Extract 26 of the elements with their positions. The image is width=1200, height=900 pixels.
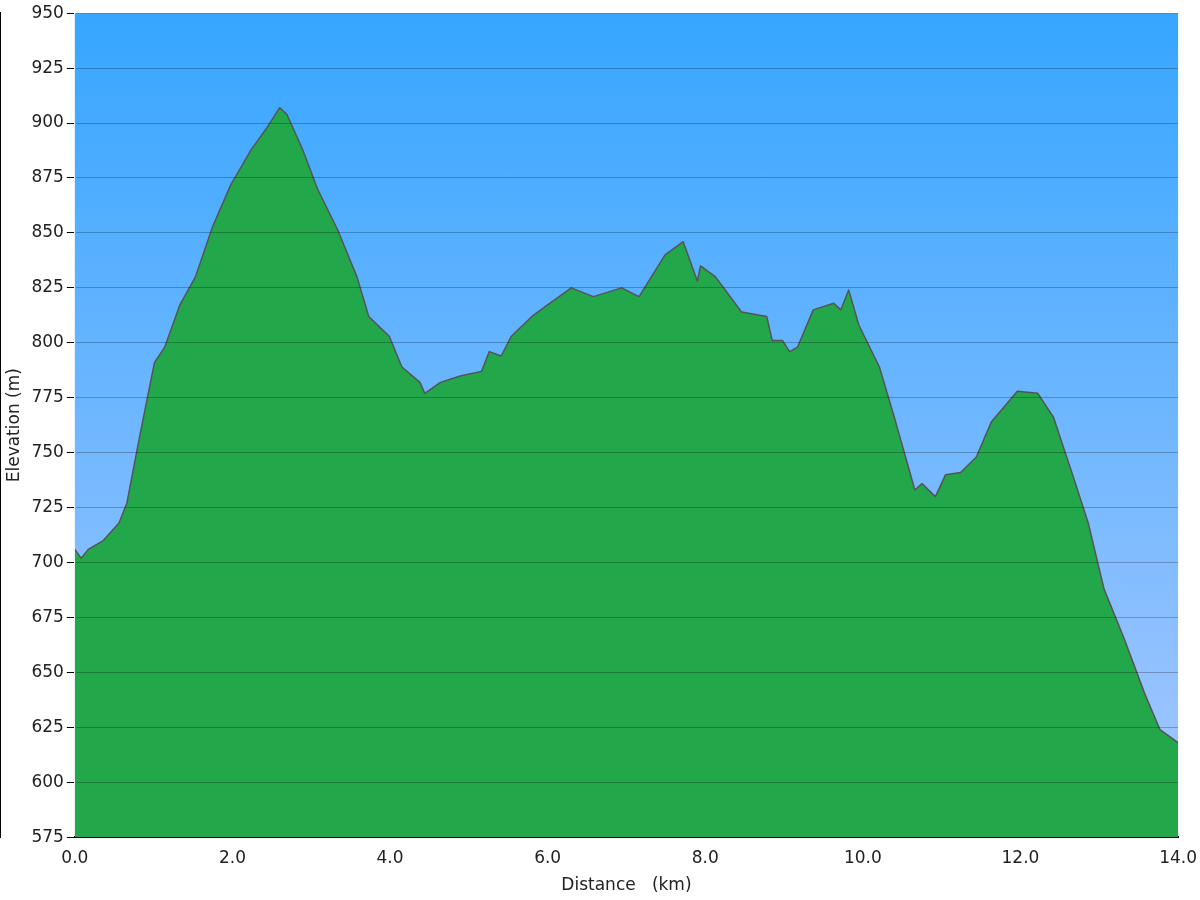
y-tick-label: 725 (31, 496, 64, 517)
y-tick-label: 800 (31, 331, 64, 352)
y-tick-label: 575 (31, 825, 64, 846)
y-tick-label: 900 (31, 111, 64, 132)
y-tick-label: 850 (31, 221, 64, 242)
y-tick-label: 825 (31, 276, 64, 297)
y-tick-label: 875 (31, 166, 64, 187)
x-tick-label: 6.0 (534, 846, 562, 867)
y-tick-label: 600 (31, 770, 64, 791)
x-tick-label: 12.0 (1001, 846, 1040, 867)
x-tick-label: 0.0 (61, 846, 89, 867)
y-tick-label: 925 (31, 56, 64, 77)
y-tick-label: 700 (31, 550, 64, 571)
x-tick-label: 2.0 (218, 846, 246, 867)
x-tick-label: 8.0 (691, 846, 719, 867)
y-tick-label: 775 (31, 386, 64, 407)
x-axis-title: Distance (km) (561, 874, 692, 895)
x-tick-label: 14.0 (1159, 846, 1197, 867)
y-tick-label: 625 (31, 715, 64, 736)
y-tick-label: 650 (31, 660, 64, 681)
x-tick-label: 10.0 (843, 846, 882, 867)
x-tick-label: 4.0 (376, 846, 404, 867)
y-tick-label: 950 (31, 1, 64, 22)
y-axis-title: Elevation (m) (2, 368, 23, 483)
y-tick-label: 750 (31, 441, 64, 462)
y-tick-label: 675 (31, 605, 64, 626)
